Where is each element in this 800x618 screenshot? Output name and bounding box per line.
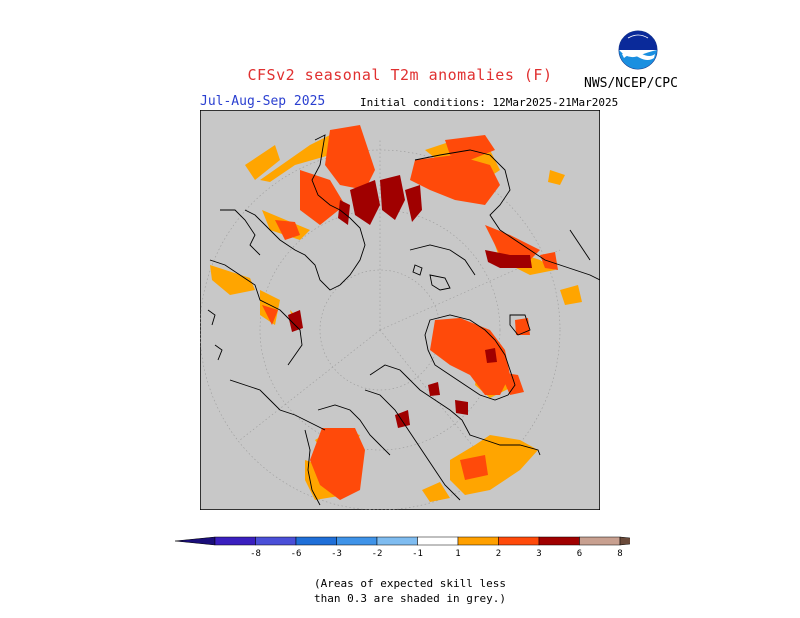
legend-tick-label: 6 bbox=[577, 549, 582, 559]
anomaly-3-6-patches bbox=[288, 175, 532, 428]
legend-tick-label: -2 bbox=[372, 549, 383, 559]
legend-bin-0 bbox=[214, 536, 256, 546]
legend-bin-4 bbox=[376, 536, 418, 546]
noaa-logo-icon bbox=[618, 30, 658, 70]
legend-bin-6 bbox=[457, 536, 499, 546]
legend-bin-3 bbox=[336, 536, 378, 546]
legend-tick-label: 8 bbox=[617, 549, 622, 559]
organization-label: NWS/NCEP/CPC bbox=[584, 76, 678, 91]
color-scale-legend: -8 -6 -3 -2 -1 1 2 3 6 8 bbox=[174, 536, 630, 559]
anomaly-2-3-patches bbox=[262, 125, 558, 500]
legend-low-end-triangle bbox=[174, 536, 216, 546]
legend-bin-5 bbox=[417, 536, 459, 546]
legend-tick-label: -6 bbox=[291, 549, 302, 559]
legend-bin-2 bbox=[295, 536, 337, 546]
anomaly-map bbox=[200, 110, 600, 510]
skill-footnote: (Areas of expected skill less than 0.3 a… bbox=[300, 576, 520, 606]
legend-tick-label: -8 bbox=[250, 549, 261, 559]
initial-conditions-label: Initial conditions: 12Mar2025-21Mar2025 bbox=[360, 96, 619, 109]
legend-bin-1 bbox=[255, 536, 297, 546]
coastlines bbox=[207, 134, 600, 506]
legend-tick-label: -3 bbox=[331, 549, 342, 559]
footnote-line-2: than 0.3 are shaded in grey.) bbox=[313, 592, 507, 605]
season-label: Jul-Aug-Sep 2025 bbox=[200, 94, 326, 109]
legend-bin-7 bbox=[498, 536, 540, 546]
footnote-line-1: (Areas of expected skill less bbox=[313, 577, 507, 590]
legend-tick-label: 3 bbox=[536, 549, 541, 559]
legend-bin-8 bbox=[538, 536, 580, 546]
legend-high-end-triangle bbox=[619, 536, 630, 546]
map-title: CFSv2 seasonal T2m anomalies (F) bbox=[247, 66, 553, 84]
legend-tick-label: 2 bbox=[496, 549, 501, 559]
legend-bin-9 bbox=[579, 536, 621, 546]
legend-tick-label: -1 bbox=[412, 549, 423, 559]
legend-tick-label: 1 bbox=[455, 549, 460, 559]
